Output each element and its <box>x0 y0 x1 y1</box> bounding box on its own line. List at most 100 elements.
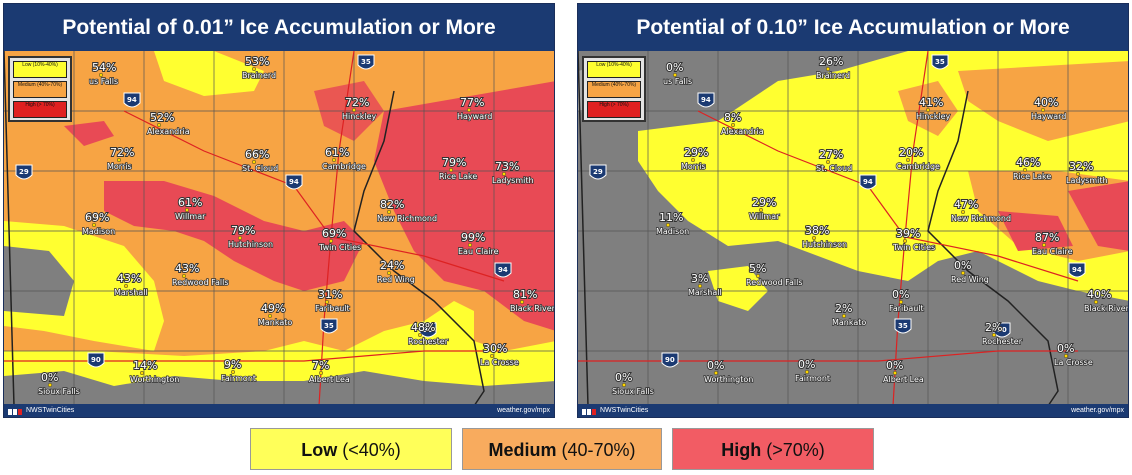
probability-label-morris: 29% <box>684 146 708 159</box>
probability-label-st-cloud: 27% <box>819 148 843 161</box>
city-label-mankato: Mankato <box>832 318 866 327</box>
probability-label-marshall: 43% <box>117 272 141 285</box>
probability-label-rochester: 2% <box>985 321 1002 334</box>
city-label-redwood-falls: Redwood Falls <box>172 278 229 287</box>
legend-swatch-low: Low (10%-40%) <box>13 61 67 78</box>
probability-legend: Low (<40%) Medium (40-70%) High (>70%) <box>250 428 880 470</box>
probability-label-hayward: 77% <box>460 96 484 109</box>
probability-label-faribault: 31% <box>318 288 342 301</box>
state-border <box>4 51 15 406</box>
city-marker-rochester <box>991 332 997 338</box>
legend-low-range: (<40%) <box>342 440 401 460</box>
city-marker-eau-claire <box>467 242 473 248</box>
city-marker-hayward <box>1040 107 1046 113</box>
probability-label-black-river-falls: 40% <box>1087 288 1111 301</box>
city-label-worthington: Worthington <box>704 375 753 384</box>
interstate-94-shield: 94 <box>859 174 877 190</box>
city-marker-redwood-falls <box>181 273 187 279</box>
interstate-29-shield: 29 <box>589 164 607 180</box>
youtube-icon <box>18 409 22 415</box>
probability-label-rochester: 48% <box>411 321 435 334</box>
probability-label-hayward: 40% <box>1034 96 1058 109</box>
city-label-black-river-falls: Black River Falls <box>510 304 555 313</box>
probability-label-albert-lea: 0% <box>886 359 903 372</box>
map-legend-box: Low (10%-40%) Medium (40%-70%) High (> 7… <box>8 56 72 122</box>
city-marker-twin-cities <box>902 238 908 244</box>
svg-text:94: 94 <box>127 96 137 104</box>
highway-shields: 35 94 94 94 29 35 90 90 <box>15 54 512 368</box>
probability-label-cambridge: 20% <box>899 146 923 159</box>
social-icons <box>582 407 598 415</box>
ice-map-010: 35 94 94 94 29 35 90 90 0% us Falls 26% Bra… <box>578 51 1129 406</box>
probability-label-alexandria: 8% <box>724 111 741 124</box>
city-label-cambridge: Cambridge <box>322 162 366 171</box>
svg-text:94: 94 <box>498 266 508 274</box>
city-label-eau-claire: Eau Claire <box>458 247 499 256</box>
high-zone <box>104 181 364 291</box>
city-label-la-crosse: La Crosse <box>1054 358 1093 367</box>
no-ice-zone <box>4 246 74 316</box>
city-label-st-cloud: St. Cloud <box>242 164 278 173</box>
map-footer: NWSTwinCities weather.gov/mpx <box>578 404 1128 417</box>
city-marker-faribault <box>324 299 330 305</box>
state-border <box>927 90 1059 406</box>
low-zone <box>154 51 264 96</box>
city-marker-madison <box>91 222 97 228</box>
city-label-madison: Madison <box>82 227 115 236</box>
city-label-morris: Morris <box>681 162 706 171</box>
city-label-mankato: Mankato <box>258 318 292 327</box>
high-zone <box>64 121 114 146</box>
city-marker-new-richmond <box>386 209 392 215</box>
city-label-rochester: Rochester <box>408 337 449 346</box>
city-marker-rochester <box>417 332 423 338</box>
highway-shields: 35 94 94 94 29 35 90 90 <box>589 54 1086 368</box>
probability-label-new-richmond: 82% <box>380 198 404 211</box>
legend-high-name: High <box>721 440 762 460</box>
city-label-rice-lake: Rice Lake <box>439 172 477 181</box>
city-label-willmar: Willmar <box>749 212 780 221</box>
probability-label-madison: 69% <box>85 211 109 224</box>
location-labels: 54% us Falls 53% Brainerd 52% Alexandria 72% Hi… <box>37 54 555 397</box>
probability-label-twin-cities: 39% <box>896 227 920 240</box>
legend-medium: Medium (40-70%) <box>462 428 662 470</box>
probability-label-new-richmond: 47% <box>954 198 978 211</box>
interstate-94-shield: 94 <box>1068 262 1086 278</box>
probability-label-black-river-falls: 81% <box>513 288 537 301</box>
svg-text:90: 90 <box>91 356 101 364</box>
city-label-sioux-falls: Sioux Falls <box>38 387 80 396</box>
city-label-hayward: Hayward <box>1031 112 1066 121</box>
city-marker-worthington <box>139 370 145 376</box>
legend-swatch-medium: Medium (40%-70%) <box>13 81 67 98</box>
probability-label-faribault: 0% <box>892 288 909 301</box>
probability-label-la-crosse: 0% <box>1057 342 1074 355</box>
probability-label-twin-cities: 69% <box>322 227 346 240</box>
ice-map-001: 35 94 94 94 29 35 90 90 54% us Falls 53% Br… <box>4 51 555 406</box>
svg-text:94: 94 <box>289 178 299 186</box>
probability-label-cambridge: 61% <box>325 146 349 159</box>
legend-swatch-low: Low (10%-40%) <box>587 61 641 78</box>
city-label-cambridge: Cambridge <box>896 162 940 171</box>
twitter-icon <box>13 409 17 415</box>
city-marker-st-cloud <box>251 159 257 165</box>
probability-label-red-wing: 0% <box>954 259 971 272</box>
city-label-st-cloud: St. Cloud <box>816 164 852 173</box>
city-marker-cambridge <box>905 157 911 163</box>
probability-label-worthington: 0% <box>707 359 724 372</box>
probability-label-brainerd: 26% <box>819 55 843 68</box>
city-label-brainerd: Brainerd <box>242 71 276 80</box>
svg-text:35: 35 <box>361 58 371 66</box>
legend-swatch-high: High (> 70%) <box>587 101 641 118</box>
city-marker-albert-lea <box>318 370 324 376</box>
city-label-hinckley: Hinckley <box>916 112 950 121</box>
city-label-marshall: Marshall <box>688 288 722 297</box>
city-label-black-river-falls: Black River Falls <box>1084 304 1129 313</box>
interstate-35-shield: 35 <box>357 54 375 70</box>
city-label-red-wing: Red Wing <box>951 275 989 284</box>
probability-label-sioux-falls: 0% <box>615 371 632 384</box>
interstate-94-shield: 94 <box>123 92 141 108</box>
svg-text:90: 90 <box>423 326 433 334</box>
probability-label-st-cloud: 66% <box>245 148 269 161</box>
interstate-90-shield: 90 <box>87 352 105 368</box>
probability-label-hutchinson: 38% <box>805 224 829 237</box>
city-marker-red-wing <box>960 270 966 276</box>
